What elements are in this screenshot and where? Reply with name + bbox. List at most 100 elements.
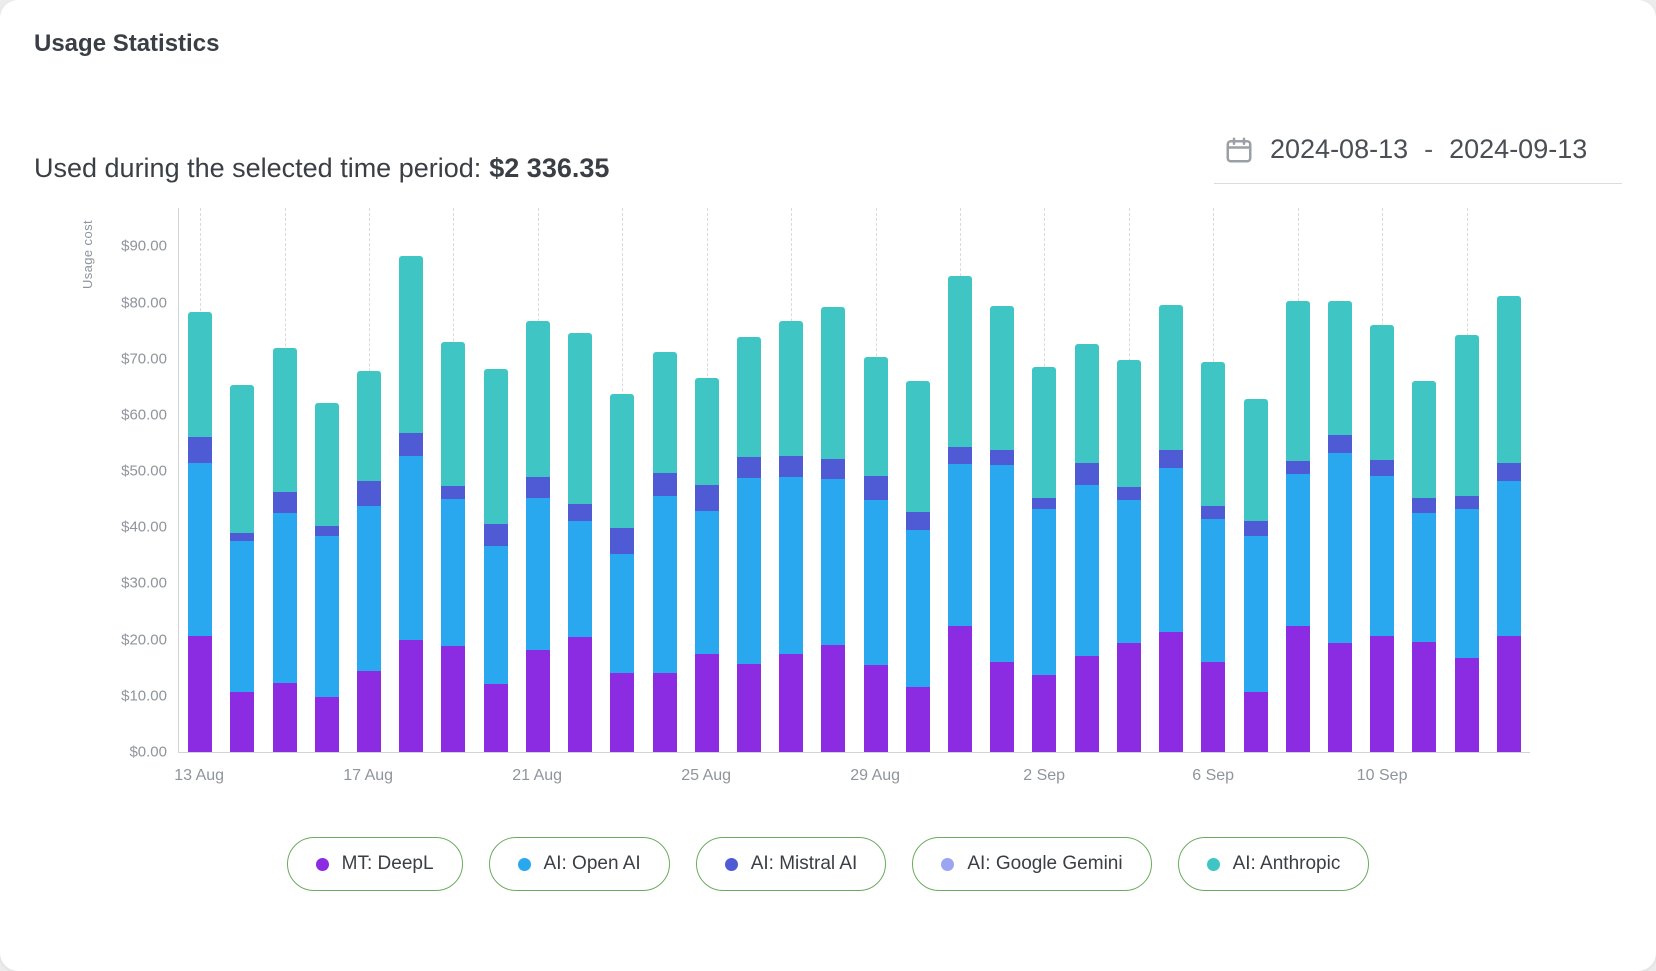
segment-ai-anthropic bbox=[356, 370, 381, 481]
bar-14-aug bbox=[230, 385, 255, 752]
segment-ai-anthropic bbox=[863, 357, 888, 477]
segment-mt-deepl bbox=[1454, 658, 1479, 752]
summary-label: Used during the selected time period: bbox=[34, 153, 482, 183]
x-tick-label: 29 Aug bbox=[850, 767, 901, 784]
segment-ai-open-ai bbox=[525, 497, 550, 650]
bar-29-aug bbox=[863, 357, 888, 752]
segment-ai-anthropic bbox=[1370, 325, 1395, 461]
segment-mt-deepl bbox=[990, 662, 1015, 752]
segment-ai-open-ai bbox=[1032, 508, 1057, 676]
date-start[interactable]: 2024-08-13 bbox=[1270, 134, 1409, 164]
bar-1-sep bbox=[990, 306, 1015, 752]
segment-ai-open-ai bbox=[356, 506, 381, 672]
legend-item-ai-open-ai[interactable]: AI: Open AI bbox=[488, 837, 670, 891]
segment-ai-mistral-ai bbox=[905, 512, 930, 531]
segment-ai-mistral-ai bbox=[230, 532, 255, 542]
legend-dot bbox=[941, 857, 955, 871]
segment-ai-mistral-ai bbox=[1074, 462, 1099, 486]
bar-slot bbox=[306, 208, 348, 752]
segment-mt-deepl bbox=[1496, 636, 1521, 752]
bar-12-sep bbox=[1454, 335, 1479, 752]
segment-ai-mistral-ai bbox=[1454, 496, 1479, 510]
bar-slot bbox=[179, 208, 221, 752]
bar-3-sep bbox=[1074, 343, 1099, 752]
legend-item-ai-google-gemini[interactable]: AI: Google Gemini bbox=[912, 837, 1152, 891]
segment-mt-deepl bbox=[483, 684, 508, 752]
segment-mt-deepl bbox=[1243, 691, 1268, 752]
bar-10-sep bbox=[1370, 325, 1395, 752]
bars-layer bbox=[179, 208, 1530, 752]
y-tick-label: $60.00 bbox=[121, 406, 167, 424]
y-tick-label: $30.00 bbox=[121, 574, 167, 592]
segment-ai-open-ai bbox=[1074, 485, 1099, 656]
bar-13-aug bbox=[188, 312, 213, 752]
segment-ai-open-ai bbox=[1328, 452, 1353, 643]
bar-slot bbox=[770, 208, 812, 752]
segment-ai-mistral-ai bbox=[1496, 463, 1521, 481]
segment-mt-deepl bbox=[694, 654, 719, 752]
legend-item-ai-mistral-ai[interactable]: AI: Mistral AI bbox=[695, 837, 887, 891]
bar-slot bbox=[1403, 208, 1445, 752]
bar-slot bbox=[939, 208, 981, 752]
segment-ai-anthropic bbox=[736, 337, 761, 458]
bar-slot bbox=[1066, 208, 1108, 752]
legend-dot bbox=[517, 857, 531, 871]
bar-slot bbox=[728, 208, 770, 752]
bar-slot bbox=[1319, 208, 1361, 752]
x-tick-label: 2 Sep bbox=[1023, 767, 1066, 784]
bar-slot bbox=[348, 208, 390, 752]
segment-mt-deepl bbox=[1159, 631, 1184, 752]
segment-ai-open-ai bbox=[1243, 535, 1268, 692]
segment-ai-mistral-ai bbox=[1412, 498, 1437, 513]
segment-mt-deepl bbox=[314, 696, 339, 752]
bar-slot bbox=[686, 208, 728, 752]
segment-ai-anthropic bbox=[399, 256, 424, 433]
segment-ai-open-ai bbox=[779, 477, 804, 654]
segment-ai-open-ai bbox=[272, 513, 297, 684]
segment-ai-mistral-ai bbox=[610, 528, 635, 555]
segment-ai-mistral-ai bbox=[314, 525, 339, 536]
bar-slot bbox=[559, 208, 601, 752]
y-tick-label: $70.00 bbox=[121, 350, 167, 368]
segment-mt-deepl bbox=[736, 664, 761, 752]
segment-ai-mistral-ai bbox=[694, 484, 719, 511]
bar-slot bbox=[1277, 208, 1319, 752]
bar-slot bbox=[981, 208, 1023, 752]
segment-mt-deepl bbox=[356, 671, 381, 752]
segment-mt-deepl bbox=[863, 665, 888, 752]
segment-ai-anthropic bbox=[1454, 335, 1479, 497]
date-end[interactable]: 2024-09-13 bbox=[1449, 134, 1588, 164]
date-range-picker[interactable]: 2024-08-13 - 2024-09-13 bbox=[1214, 134, 1622, 184]
segment-ai-anthropic bbox=[230, 385, 255, 533]
segment-mt-deepl bbox=[1285, 626, 1310, 752]
bar-18-aug bbox=[399, 256, 424, 752]
segment-ai-open-ai bbox=[821, 478, 846, 645]
bar-25-aug bbox=[694, 378, 719, 752]
segment-ai-mistral-ai bbox=[525, 476, 550, 498]
segment-ai-open-ai bbox=[399, 455, 424, 641]
segment-mt-deepl bbox=[948, 626, 973, 752]
legend-item-ai-anthropic[interactable]: AI: Anthropic bbox=[1177, 837, 1370, 891]
segment-ai-mistral-ai bbox=[990, 450, 1015, 466]
segment-ai-open-ai bbox=[1201, 518, 1226, 663]
segment-ai-open-ai bbox=[694, 510, 719, 655]
bar-31-aug bbox=[948, 276, 973, 752]
bar-slot bbox=[1234, 208, 1276, 752]
segment-ai-mistral-ai bbox=[1243, 520, 1268, 536]
bar-28-aug bbox=[821, 307, 846, 752]
bar-slot bbox=[1488, 208, 1530, 752]
bar-slot bbox=[1192, 208, 1234, 752]
chart-legend: MT: DeepL AI: Open AI AI: Mistral AI AI: Go… bbox=[34, 837, 1622, 891]
segment-ai-open-ai bbox=[990, 465, 1015, 663]
segment-mt-deepl bbox=[905, 686, 930, 752]
plot-area: $0.00 $10.00 $20.00 $30.00 $40.00 $50.00 $60.0… bbox=[121, 208, 1530, 761]
legend-dot bbox=[315, 857, 329, 871]
bar-slot bbox=[1150, 208, 1192, 752]
y-tick-label: $40.00 bbox=[121, 518, 167, 536]
legend-item-mt-deepl[interactable]: MT: DeepL bbox=[286, 837, 463, 891]
segment-ai-anthropic bbox=[694, 378, 719, 485]
bar-slot bbox=[475, 208, 517, 752]
bar-13-sep bbox=[1496, 295, 1521, 752]
bar-21-aug bbox=[525, 320, 550, 752]
